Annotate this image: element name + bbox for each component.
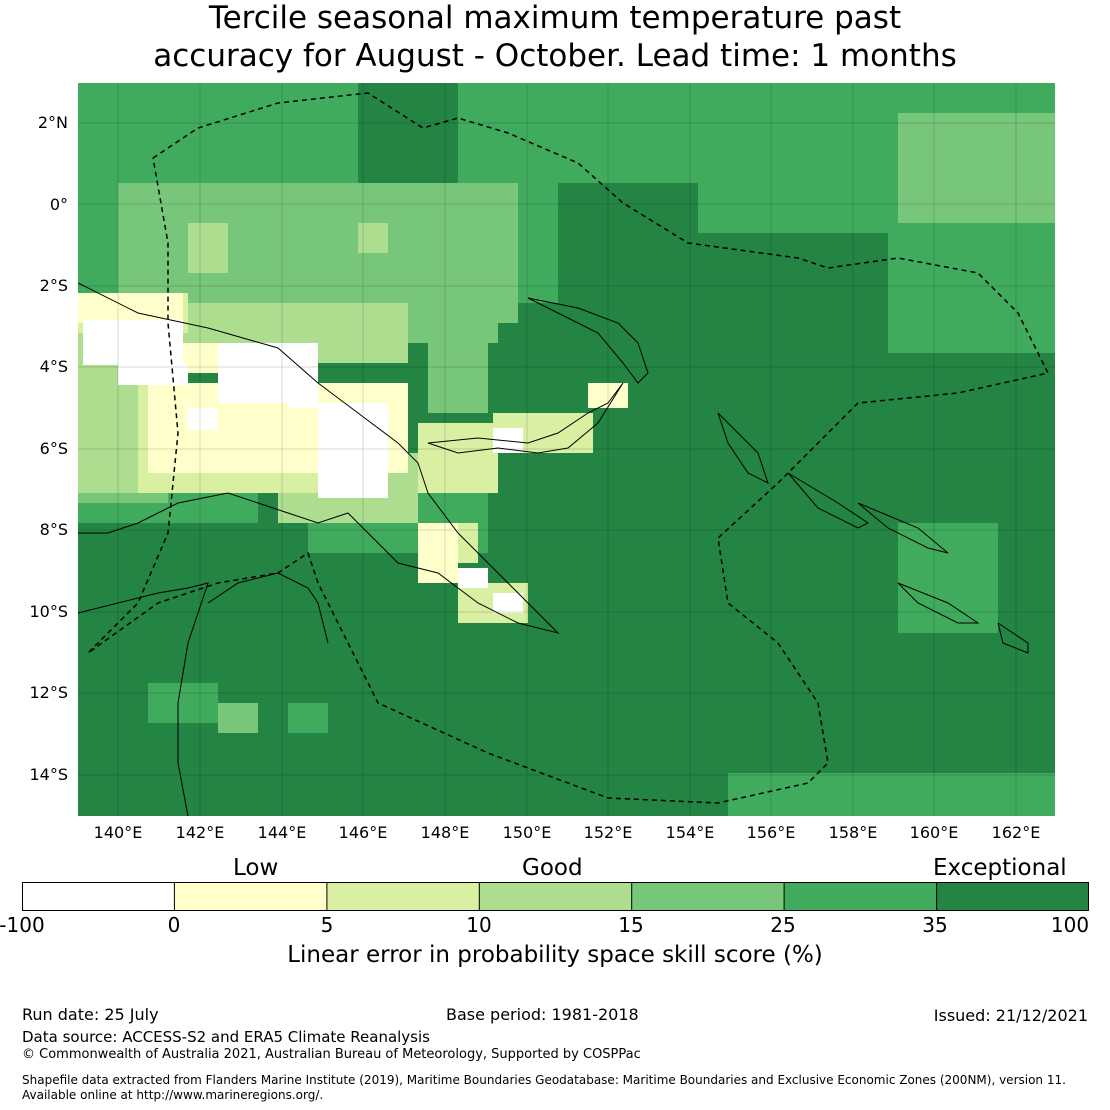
- colorbar-label: Linear error in probability space skill …: [287, 942, 823, 968]
- colorbar-segment: [631, 882, 786, 911]
- grid-lines: [78, 83, 1055, 816]
- lat-label-0: 0°: [49, 195, 68, 214]
- colorbar-tick: 5: [320, 913, 334, 937]
- title-line-1: Tercile seasonal maximum temperature pas…: [208, 0, 902, 36]
- lon-label-160e: 160°E: [909, 823, 959, 842]
- lon-label-152e: 152°E: [583, 823, 633, 842]
- lat-label-6s: 6°S: [39, 439, 68, 458]
- lon-label-146e: 146°E: [338, 823, 388, 842]
- colorbar-tick: 15: [618, 913, 644, 937]
- lat-label-8s: 8°S: [39, 520, 68, 539]
- skill-map: [78, 83, 1055, 816]
- colorbar-tick: 10: [466, 913, 492, 937]
- lon-label-150e: 150°E: [502, 823, 552, 842]
- lat-label-12s: 12°S: [29, 683, 68, 702]
- coastlines: [78, 282, 1029, 816]
- skill-region-negative: [83, 320, 523, 613]
- data-source: Data source: ACCESS-S2 and ERA5 Climate …: [22, 1028, 430, 1046]
- colorbar-category-low: Low: [233, 855, 279, 881]
- colorbar-segment: [936, 882, 1089, 911]
- lat-label-4s: 4°S: [39, 357, 68, 376]
- lat-label-2s: 2°S: [39, 276, 68, 295]
- colorbar-segment: [783, 882, 938, 911]
- issued-date: Issued: 21/12/2021: [933, 1006, 1088, 1025]
- lon-label-156e: 156°E: [746, 823, 796, 842]
- lon-label-158e: 158°E: [828, 823, 878, 842]
- lon-label-148e: 148°E: [420, 823, 470, 842]
- lon-label-162e: 162°E: [991, 823, 1041, 842]
- colorbar: [22, 882, 1089, 911]
- shapefile-credit-line-1: Shapefile data extracted from Flanders M…: [22, 1073, 1066, 1087]
- colorbar-category-exceptional: Exceptional: [933, 855, 1067, 881]
- colorbar-tick: 100: [1050, 913, 1090, 937]
- colorbar-segment: [478, 882, 633, 911]
- lat-label-14s: 14°S: [29, 765, 68, 784]
- colorbar-tick: 25: [770, 913, 796, 937]
- colorbar-tick: -100: [0, 913, 45, 937]
- lon-label-144e: 144°E: [257, 823, 307, 842]
- lat-label-10s: 10°S: [29, 602, 68, 621]
- lon-label-142e: 142°E: [175, 823, 225, 842]
- colorbar-segment: [326, 882, 481, 911]
- lon-label-154e: 154°E: [665, 823, 715, 842]
- map-canvas: [78, 83, 1055, 816]
- title-line-2: accuracy for August - October. Lead time…: [153, 38, 957, 74]
- run-date: Run date: 25 July: [22, 1005, 159, 1024]
- lat-label-2n: 2°N: [37, 113, 68, 132]
- lon-label-140e: 140°E: [93, 823, 143, 842]
- colorbar-segment: [173, 882, 328, 911]
- base-period: Base period: 1981-2018: [446, 1005, 639, 1024]
- colorbar-category-good: Good: [522, 855, 583, 881]
- colorbar-segment: [22, 882, 176, 911]
- copyright-notice: © Commonwealth of Australia 2021, Austra…: [22, 1047, 641, 1062]
- eez-boundary: [87, 92, 1050, 804]
- colorbar-tick: 0: [167, 913, 181, 937]
- shapefile-credit-line-2: Available online at http://www.marinereg…: [22, 1088, 324, 1102]
- colorbar-tick: 35: [922, 913, 948, 937]
